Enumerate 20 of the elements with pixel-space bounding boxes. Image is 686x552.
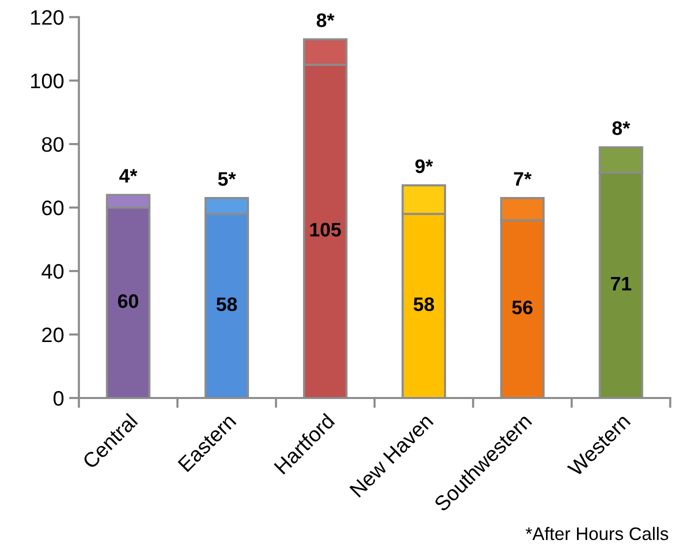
y-tick-label: 0 [54, 390, 64, 406]
data-label: 58 [414, 297, 434, 312]
data-label: 60 [118, 294, 138, 308]
y-tick-label: 20 [42, 328, 64, 342]
y-tick-label: 80 [42, 137, 64, 152]
data-label: 7* [514, 172, 532, 186]
y-tick-label: 120 [31, 10, 64, 25]
data-label: 58 [216, 297, 237, 312]
data-label: 71 [610, 276, 632, 290]
data-label: 4* [119, 169, 138, 182]
y-tick-label: 60 [42, 200, 64, 216]
y-tick-label: 100 [31, 74, 64, 88]
text: *After Hours Calls [526, 526, 668, 540]
data-label: 5* [218, 172, 236, 186]
data-label: 8* [316, 13, 334, 28]
data-label: 8* [612, 121, 630, 136]
y-tick-label: 40 [42, 264, 64, 279]
data-label: 105 [310, 222, 341, 237]
data-label: 56 [512, 300, 532, 314]
data-label: 9* [415, 159, 434, 174]
